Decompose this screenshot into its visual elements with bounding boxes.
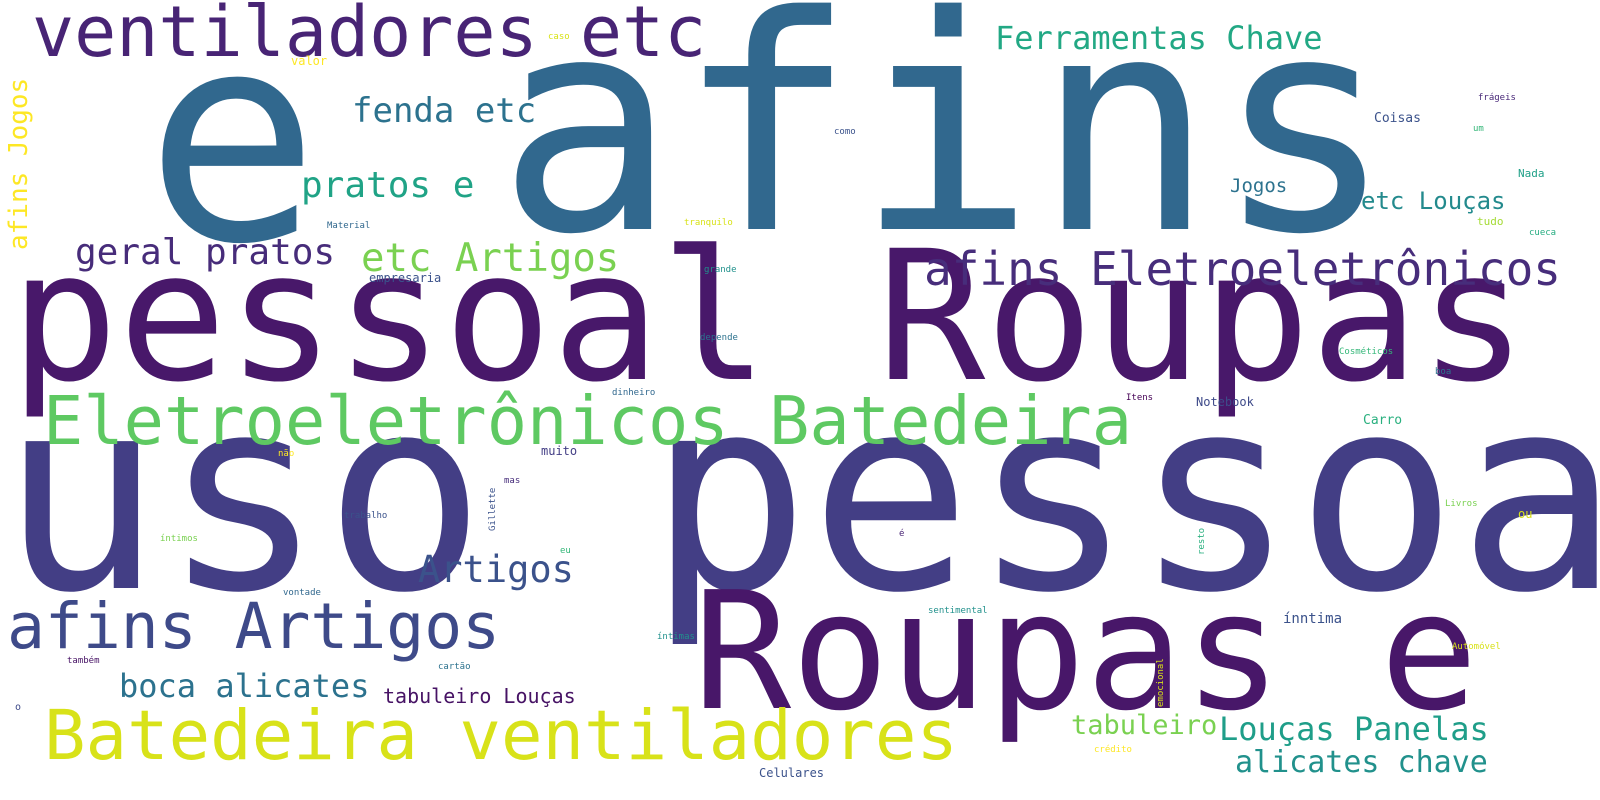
word-eletroeletronicos-batedeira: Eletroeletrônicos Batedeira: [43, 382, 1133, 460]
word-geral-pratos: geral pratos: [75, 232, 336, 273]
word-fenda-etc: fenda etc: [352, 91, 537, 131]
word-batedeira-ventiladores: Batedeira ventiladores: [44, 696, 958, 776]
word-um: um: [1473, 124, 1484, 134]
word-boa: boa: [1435, 367, 1452, 377]
word-depende: depende: [700, 333, 738, 343]
word-o: o: [15, 702, 22, 713]
word-uso-pessoal: uso pessoal: [0, 339, 1600, 652]
word-livros: Livros: [1445, 499, 1478, 509]
word-ou: ou: [1518, 507, 1533, 521]
word-afins-eletroeletronicos: afins Eletroeletrônicos: [924, 242, 1561, 296]
word-jogos: Jogos: [1230, 175, 1288, 197]
word-celulares: Celulares: [759, 766, 825, 780]
word-tabuleiro-loucas: tabuleiro Louças: [383, 684, 576, 708]
word-roupas-e: Roupas e: [693, 558, 1479, 747]
word-tudo: tudo: [1477, 215, 1504, 228]
word-cosmeticos: Cosméticos: [1339, 347, 1394, 357]
word-muito: muito: [541, 444, 578, 458]
word-loucas-panelas: Louças Panelas: [1219, 710, 1489, 748]
word-grande: grande: [704, 265, 737, 275]
word-dinheiro: dinheiro: [612, 388, 656, 398]
word-intimos: íntimos: [160, 534, 198, 544]
word-emocional: emocional: [1156, 658, 1166, 707]
word-etc-artigos: etc Artigos: [361, 236, 620, 281]
word-ventiladores-etc: ventiladores etc: [32, 0, 707, 73]
word-afins-jogos: afins Jogos: [4, 77, 34, 250]
word-intima: ínntima: [1283, 611, 1343, 627]
word-como: como: [834, 127, 856, 137]
word-tranquilo: tranquilo: [684, 218, 733, 228]
word-vontade: vontade: [283, 588, 321, 598]
word-gillette: Gillette: [488, 487, 498, 531]
word-nao: não: [278, 449, 295, 459]
word-e-accent: é: [899, 529, 905, 539]
word-material: Material: [327, 221, 371, 231]
word-cartao: cartão: [438, 662, 471, 672]
word-alicates-chave: alicates chave: [1235, 745, 1488, 780]
word-notebook: Notebook: [1196, 395, 1254, 409]
word-pessoal-roupas: pessoal Roupas: [10, 213, 1528, 422]
word-etc-loucas: etc Louças: [1361, 187, 1506, 215]
word-cueca: cueca: [1529, 228, 1557, 238]
word-resto: resto: [1197, 527, 1207, 555]
word-artigos: Artigos: [418, 548, 574, 591]
word-tambem: também: [67, 656, 100, 666]
word-valor: valor: [291, 54, 328, 68]
word-frageis: frágeis: [1478, 93, 1516, 103]
word-trabalho: trabalho: [344, 511, 388, 521]
word-intimas: íntimas: [657, 632, 695, 642]
word-automovel: Automóvel: [1452, 642, 1501, 652]
word-pratos-e: pratos e: [301, 165, 475, 206]
word-nada: Nada: [1518, 167, 1545, 180]
word-itens: Itens: [1126, 393, 1154, 403]
word-coisas: Coisas: [1374, 111, 1421, 126]
word-empresaria: empresaria: [369, 271, 442, 285]
word-caso: caso: [548, 32, 570, 42]
word-mas: mas: [504, 476, 521, 486]
word-ferramentas-chave: Ferramentas Chave: [995, 19, 1323, 57]
word-boca-alicates: boca alicates: [119, 667, 370, 705]
word-tabuleiro: tabuleiro: [1071, 710, 1218, 741]
word-carro: Carro: [1363, 413, 1403, 428]
word-afins-artigos: afins Artigos: [7, 590, 501, 663]
word-sentimental: sentimental: [928, 606, 988, 616]
word-credito: crédito: [1094, 745, 1132, 755]
word-e: e: [145, 0, 320, 308]
word-eu: eu: [560, 546, 571, 556]
word-afins: afins: [497, 0, 1395, 300]
